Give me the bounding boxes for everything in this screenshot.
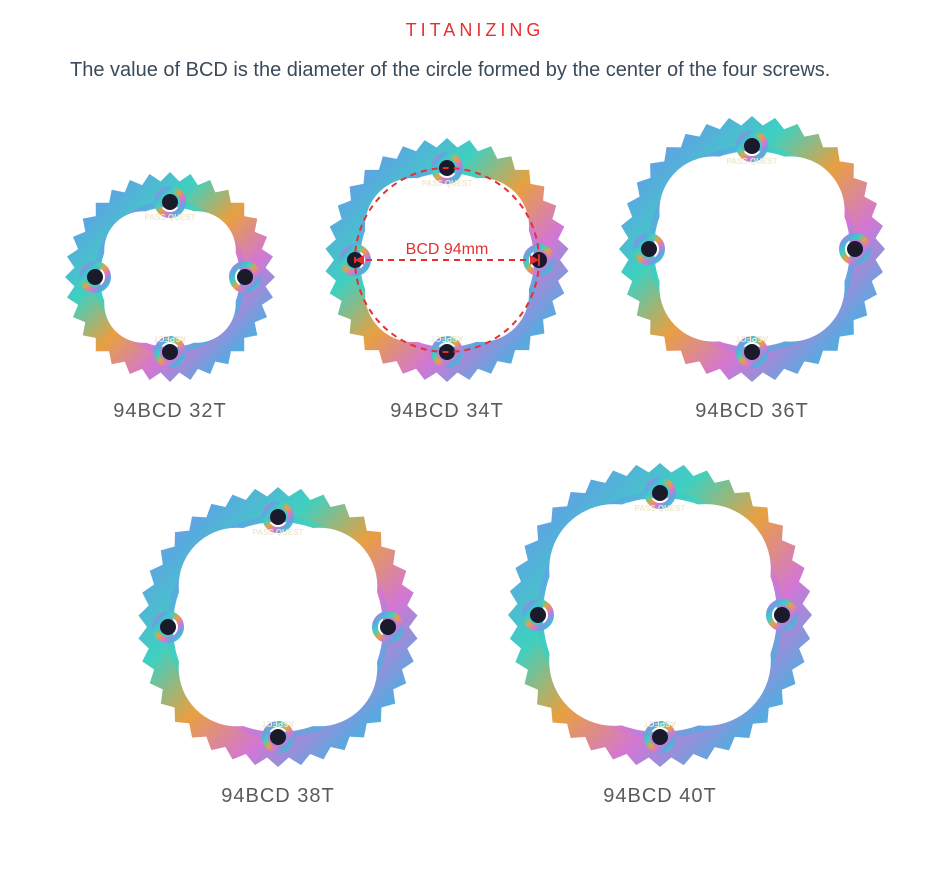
svg-text:ASPECT: ASPECT: [431, 334, 464, 343]
svg-text:PASS QUEST: PASS QUEST: [253, 528, 304, 537]
chainring-item: PASS QUEST ASPECT 94BCD 40T: [508, 463, 812, 808]
chainring-40t: PASS QUEST ASPECT: [508, 463, 812, 767]
row-top: PASS QUEST ASPECT 94BCD 32T PASS QUEST A…: [40, 116, 910, 423]
svg-text:PASS QUEST: PASS QUEST: [422, 179, 473, 188]
chainring-label: 94BCD 32T: [113, 400, 227, 423]
chainring-label: 94BCD 36T: [695, 400, 809, 423]
svg-text:PASS QUEST: PASS QUEST: [635, 504, 686, 513]
chainring-36t: PASS QUEST ASPECT: [619, 116, 885, 382]
svg-text:ASPECT: ASPECT: [736, 334, 769, 343]
svg-text:PASS QUEST: PASS QUEST: [727, 157, 778, 166]
chainring-item: PASS QUEST ASPECT 94BCD 32T: [65, 172, 275, 423]
bcd-description: The value of BCD is the diameter of the …: [70, 55, 910, 86]
chainring-item: PASS QUEST ASPECT BCD 94mm 94BCD 34T: [325, 138, 569, 423]
chainring-item: PASS QUEST ASPECT 94BCD 38T: [138, 487, 418, 808]
chainring-label: 94BCD 34T: [390, 400, 504, 423]
chainring-32t: PASS QUEST ASPECT: [65, 172, 275, 382]
chainring-item: PASS QUEST ASPECT 94BCD 36T: [619, 116, 885, 423]
svg-text:PASS QUEST: PASS QUEST: [145, 213, 196, 222]
svg-text:ASPECT: ASPECT: [262, 719, 295, 728]
chainring-label: 94BCD 40T: [603, 785, 717, 808]
chainring-label: 94BCD 38T: [221, 785, 335, 808]
chainring-38t: PASS QUEST ASPECT: [138, 487, 418, 767]
row-bottom: PASS QUEST ASPECT 94BCD 38T PASS QUEST A…: [40, 463, 910, 808]
svg-text:ASPECT: ASPECT: [154, 334, 187, 343]
svg-text:ASPECT: ASPECT: [644, 719, 677, 728]
page-heading: TITANIZING: [40, 20, 910, 41]
svg-text:BCD 94mm: BCD 94mm: [406, 241, 489, 258]
chainring-34t: PASS QUEST ASPECT BCD 94mm: [325, 138, 569, 382]
